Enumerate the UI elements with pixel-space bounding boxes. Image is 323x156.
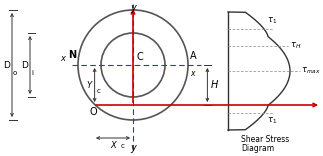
Text: $\tau_1$: $\tau_1$ [267,16,277,26]
Text: X: X [110,141,116,150]
Text: A: A [190,51,196,61]
Text: Diagram: Diagram [241,144,274,153]
Text: H: H [211,80,218,90]
Text: Shear Stress: Shear Stress [241,135,289,144]
Text: D: D [4,61,10,70]
Text: N: N [68,50,76,60]
Text: C: C [136,52,143,62]
Text: D: D [22,61,28,70]
Text: y: y [130,3,136,13]
Text: c: c [121,143,125,149]
Text: i: i [31,70,33,76]
Text: $\tau_H$: $\tau_H$ [290,41,301,51]
Text: $\tau_{max}$: $\tau_{max}$ [301,66,321,76]
Text: x: x [60,54,65,63]
Text: Y: Y [86,80,91,90]
Text: o: o [13,70,17,76]
Text: O: O [89,107,97,117]
Text: x: x [191,69,195,78]
Text: y: y [130,143,136,153]
Text: $\tau_1$: $\tau_1$ [267,116,277,126]
Text: c: c [96,88,100,94]
